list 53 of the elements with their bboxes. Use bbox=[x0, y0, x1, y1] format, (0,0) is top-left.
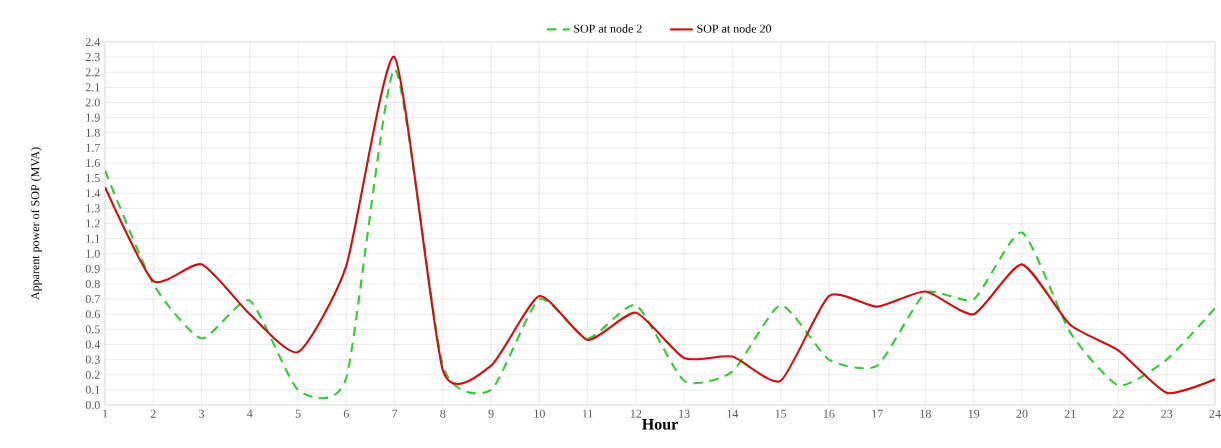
y-tick-label: 1.6 bbox=[86, 158, 100, 168]
y-tick-label: 1.9 bbox=[86, 113, 100, 122]
y-tick-label: 1.2 bbox=[86, 219, 100, 228]
y-tick-label: 1.0 bbox=[86, 249, 100, 258]
y-axis-title: Apparent power of SOP (MVA) bbox=[30, 147, 42, 300]
x-tick-label: 16 bbox=[823, 409, 835, 418]
x-tick-label: 10 bbox=[534, 409, 545, 418]
y-tick-label: 2.2 bbox=[85, 68, 100, 77]
x-tick-label: 1 bbox=[103, 409, 108, 418]
y-tick-label: 2.4 bbox=[85, 37, 101, 47]
x-tick-label: 18 bbox=[920, 409, 931, 418]
y-tick-label: 1.3 bbox=[86, 204, 100, 213]
x-tick-label: 8 bbox=[440, 409, 446, 418]
x-tick-label: 22 bbox=[1113, 409, 1124, 418]
y-tick-label: 1.4 bbox=[86, 189, 101, 198]
legend-label: SOP at node 2 bbox=[574, 24, 642, 33]
x-tick-label: 15 bbox=[775, 409, 787, 418]
x-tick-label: 7 bbox=[392, 409, 398, 418]
y-tick-label: 0.3 bbox=[85, 355, 100, 364]
x-tick-label: 12 bbox=[630, 409, 642, 418]
x-tick-label: 6 bbox=[343, 409, 349, 418]
y-tick-label: 1.8 bbox=[86, 128, 100, 137]
x-tick-label: 11 bbox=[582, 409, 593, 418]
y-tick-label: 0.5 bbox=[85, 325, 100, 334]
y-tick-label: 2.3 bbox=[85, 53, 100, 62]
x-tick-label: 21 bbox=[1064, 409, 1076, 418]
x-tick-label: 9 bbox=[488, 409, 494, 418]
x-tick-label: 5 bbox=[295, 409, 301, 418]
x-tick-label: 14 bbox=[727, 409, 739, 418]
x-tick-label: 20 bbox=[1016, 409, 1028, 418]
x-axis-title: Hour bbox=[642, 418, 678, 430]
legend-label: SOP at node 20 bbox=[697, 24, 772, 33]
y-tick-label: 1.7 bbox=[86, 143, 100, 152]
y-tick-label: 2.1 bbox=[85, 83, 100, 92]
y-tick-label: 1.5 bbox=[86, 174, 100, 183]
x-tick-label: 13 bbox=[679, 409, 690, 418]
x-tick-label: 17 bbox=[872, 409, 883, 418]
x-tick-label: 24 bbox=[1209, 409, 1221, 418]
y-tick-label: 0.0 bbox=[85, 400, 100, 410]
y-tick-label: 2.0 bbox=[85, 98, 100, 107]
y-tick-label: 0.7 bbox=[85, 295, 100, 304]
x-tick-label: 4 bbox=[247, 409, 253, 418]
y-tick-label: 0.8 bbox=[85, 279, 100, 289]
y-tick-label: 0.9 bbox=[85, 264, 100, 273]
y-tick-label: 0.2 bbox=[85, 370, 100, 379]
x-tick-label: 23 bbox=[1161, 409, 1173, 418]
x-tick-label: 2 bbox=[150, 409, 156, 418]
y-tick-label: 0.6 bbox=[85, 310, 100, 319]
y-tick-label: 0.4 bbox=[85, 340, 101, 349]
y-tick-label: 0.1 bbox=[85, 385, 100, 394]
x-tick-label: 3 bbox=[199, 409, 205, 418]
y-tick-label: 1.1 bbox=[86, 234, 100, 243]
x-tick-label: 19 bbox=[968, 409, 980, 418]
